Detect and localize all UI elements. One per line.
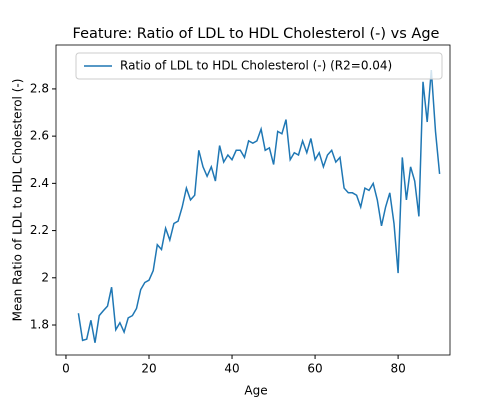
- x-tick-label: 60: [307, 362, 322, 376]
- x-tick-label: 40: [224, 362, 239, 376]
- x-tick-label: 20: [141, 362, 156, 376]
- legend-label: Ratio of LDL to HDL Cholesterol (-) (R2=…: [120, 59, 392, 73]
- line-series: [77, 69, 441, 343]
- x-tick-label: 0: [62, 362, 70, 376]
- chart-title: Feature: Ratio of LDL to HDL Cholesterol…: [73, 26, 440, 42]
- plot-frame: [55, 44, 451, 356]
- y-tick-label: 2.2: [30, 223, 49, 237]
- y-tick-label: 2.8: [30, 81, 49, 95]
- y-tick-label: 2: [41, 270, 49, 284]
- y-tick-label: 1.8: [30, 318, 49, 332]
- x-axis-label: Age: [244, 384, 267, 398]
- x-tick-label: 80: [390, 362, 405, 376]
- legend-box: [75, 52, 443, 80]
- y-axis-label: Mean Ratio of LDL to HDL Cholesterol (-): [11, 79, 25, 322]
- y-tick-label: 2.6: [30, 129, 49, 143]
- y-tick-label: 2.4: [30, 176, 49, 190]
